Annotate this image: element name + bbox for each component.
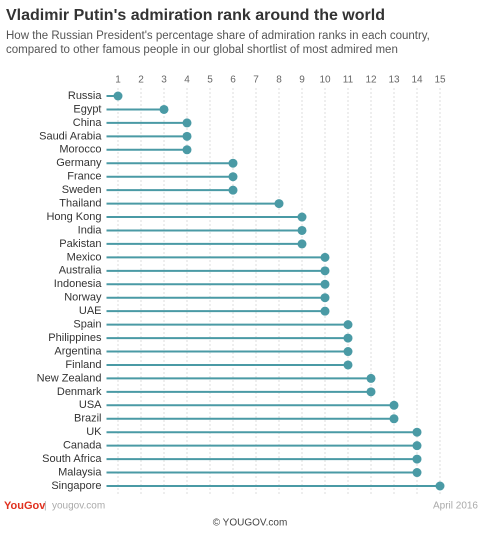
category-label: Germany (56, 157, 102, 169)
dot (297, 239, 307, 249)
category-label: South Africa (42, 453, 102, 465)
category-label: Egypt (73, 103, 101, 115)
x-tick-label: 12 (365, 75, 377, 86)
dot (320, 293, 330, 303)
category-label: Singapore (51, 480, 101, 492)
dot (366, 373, 376, 383)
category-label: Argentina (54, 345, 102, 357)
category-label: Finland (65, 359, 101, 371)
dot (113, 91, 123, 101)
footer-copyright: © YOUGOV.com (213, 518, 288, 529)
dot (228, 172, 238, 182)
footer-separator: | (44, 501, 47, 512)
dot (297, 212, 307, 222)
dot (412, 441, 422, 451)
dot (159, 104, 169, 114)
category-label: UK (86, 426, 102, 438)
x-tick-label: 2 (138, 75, 144, 86)
dot (182, 145, 192, 155)
chart-subtitle: How the Russian President's percentage s… (6, 30, 430, 42)
x-tick-label: 6 (230, 75, 236, 86)
category-label: Brazil (74, 413, 102, 425)
category-label: Morocco (59, 144, 101, 156)
x-tick-label: 11 (343, 75, 354, 86)
dot (389, 400, 399, 410)
dot (320, 306, 330, 316)
category-label: Norway (64, 292, 102, 304)
dot (297, 225, 307, 235)
category-label: India (78, 224, 103, 236)
category-label: Hong Kong (46, 211, 101, 223)
category-label: Malaysia (58, 466, 102, 478)
chart-title: Vladimir Putin's admiration rank around … (6, 7, 385, 24)
dot (228, 158, 238, 168)
x-tick-label: 1 (115, 75, 121, 86)
dot (343, 320, 353, 330)
footer-date: April 2016 (433, 501, 478, 512)
category-label: UAE (79, 305, 102, 317)
x-tick-label: 15 (434, 75, 446, 86)
dot (343, 347, 353, 357)
dot (435, 481, 445, 491)
dot (320, 252, 330, 262)
dot (320, 266, 330, 276)
footer-logo: YouGov (4, 500, 46, 512)
category-label: Australia (59, 265, 103, 277)
category-label: Mexico (67, 251, 102, 263)
category-label: Thailand (59, 197, 101, 209)
footer-site: yougov.com (52, 501, 105, 512)
category-label: New Zealand (37, 372, 102, 384)
category-label: Canada (63, 440, 102, 452)
x-tick-label: 7 (253, 75, 259, 86)
category-label: Sweden (62, 184, 102, 196)
category-label: Saudi Arabia (39, 130, 102, 142)
category-label: Pakistan (59, 238, 101, 250)
x-tick-label: 13 (388, 75, 400, 86)
dot (343, 360, 353, 370)
category-label: Russia (68, 90, 103, 102)
dot (182, 118, 192, 128)
plot-area: 1 2 3 4 5 6 7 8 9 10 11 12 13 14 15RussiaEgyptChinaSau… (37, 75, 446, 496)
category-label: Indonesia (54, 278, 103, 290)
category-label: Denmark (57, 386, 102, 398)
dot (343, 333, 353, 343)
dot (274, 199, 284, 209)
dot (228, 185, 238, 195)
x-tick-label: 14 (411, 75, 423, 86)
x-tick-label: 4 (184, 75, 190, 86)
x-tick-label: 9 (299, 75, 305, 86)
category-label: China (73, 117, 103, 129)
category-label: France (67, 171, 101, 183)
dot (412, 427, 422, 437)
dot (412, 454, 422, 464)
dot (320, 279, 330, 289)
x-tick-label: 8 (276, 75, 282, 86)
category-label: Philippines (48, 332, 102, 344)
chart-subtitle: compared to other famous people in our g… (6, 44, 398, 56)
dot (412, 468, 422, 478)
x-tick-label: 5 (207, 75, 213, 86)
category-label: USA (79, 399, 102, 411)
x-tick-label: 3 (161, 75, 167, 86)
category-label: Spain (73, 319, 101, 331)
dot (366, 387, 376, 397)
x-tick-label: 10 (319, 75, 331, 86)
dot (389, 414, 399, 424)
dot (182, 131, 192, 141)
